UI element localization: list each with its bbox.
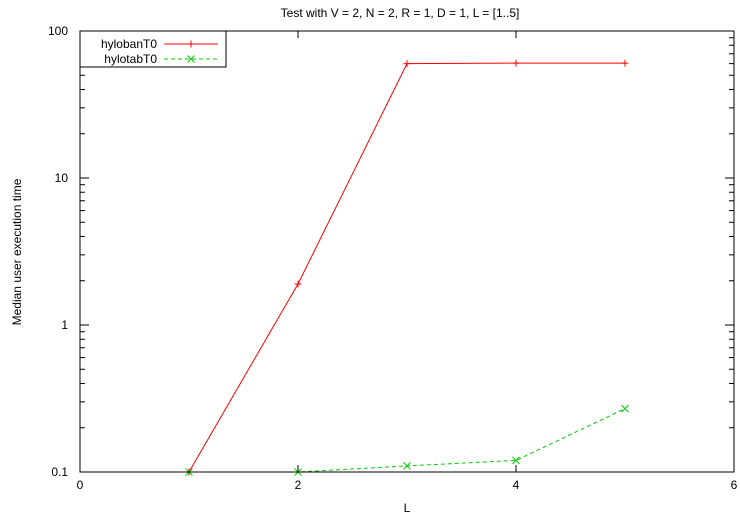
series-line-hylotabT0 [189,408,626,473]
data-point-hylobanT0 [512,59,520,67]
legend-samples [164,40,218,63]
y-axis-label: Median user execution time [10,178,24,325]
data-point-hylobanT0 [621,59,629,67]
x-tick-label: 0 [77,478,84,492]
data-point-hylotabT0 [621,404,629,413]
chart-title: Test with V = 2, N = 2, R = 1, D = 1, L … [281,6,520,20]
data-point-hylotabT0 [403,462,411,470]
x-axis-label: L [404,501,411,515]
legend-marker-hylotabT0 [187,55,195,63]
x-tick-label: 6 [731,478,738,492]
legend-box [79,30,227,68]
x-tick-label: 4 [513,478,520,492]
data-point-hylotabT0 [512,456,520,465]
axis-ticks: 0 2 4 6 0.1 1 10 100 [48,24,738,492]
legend-label-hylobanT0: hylobanT0 [101,37,157,51]
y-tick-label: 10 [55,171,69,185]
plot-frame [79,30,735,473]
series-line-hylobanT0 [188,62,625,473]
data-point-hylobanT0 [294,280,302,288]
y-tick-label: 1 [61,318,68,332]
y-tick-label: 100 [48,24,68,38]
x-tick-label: 2 [295,478,302,492]
legend: hylobanT0 hylotabT0 [79,30,227,68]
data-point-hylobanT0 [403,60,411,68]
legend-label-hylotabT0: hylotabT0 [104,52,157,66]
y-tick-label: 0.1 [51,465,68,479]
legend-marker-hylobanT0 [187,40,195,48]
plot-series [185,59,629,476]
